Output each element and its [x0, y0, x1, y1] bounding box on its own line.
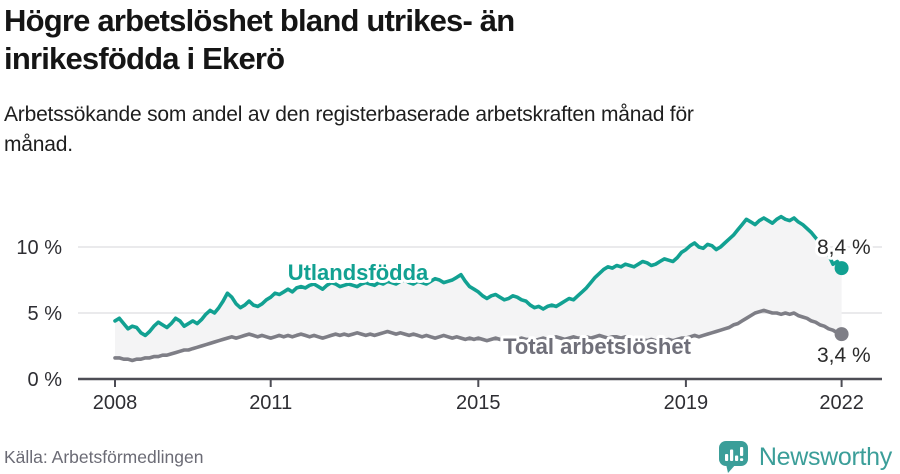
endpoint-dot-utlandsfodda	[834, 261, 849, 276]
x-tick-label-2008: 2008	[93, 392, 138, 414]
newsworthy-logo[interactable]: Newsworthy	[718, 440, 892, 474]
page-title: Högre arbetslöshet bland utrikes- än inr…	[4, 2, 864, 78]
x-tick-label-2019: 2019	[664, 392, 709, 414]
x-tick-label-2011: 2011	[249, 392, 292, 414]
header: Högre arbetslöshet bland utrikes- än inr…	[4, 2, 864, 78]
end-value-total: 3,4 %	[817, 344, 871, 367]
title-line-1: Högre arbetslöshet bland utrikes- än	[4, 3, 515, 38]
y-tick-label-5: 5 %	[28, 303, 63, 325]
title-line-2: inrikesfödda i Ekerö	[4, 41, 285, 76]
line-total-arbetsloshet	[113, 308, 844, 363]
line-utlandsfodda	[113, 214, 844, 338]
chart-subtitle: Arbetssökande som andel av den registerb…	[4, 100, 864, 160]
series-label-utlandsfodda: Utlandsfödda	[288, 260, 429, 285]
subtitle-line-1: Arbetssökande som andel av den registerb…	[4, 103, 694, 126]
y-tick-label-0: 0 %	[28, 369, 63, 391]
source-note: Källa: Arbetsförmedlingen	[4, 447, 204, 467]
subtitle-line-2: månad.	[4, 133, 73, 156]
endpoint-dot-total	[834, 327, 849, 342]
x-tick-label-2015: 2015	[456, 392, 501, 414]
y-tick-label-10: 10 %	[16, 237, 62, 259]
newsworthy-icon	[718, 441, 748, 473]
end-value-utlandsfodda: 8,4 %	[817, 236, 871, 259]
series-label-total: Total arbetslöshet	[503, 334, 692, 359]
newsworthy-wordmark: Newsworthy	[758, 442, 892, 471]
series-gap-band	[115, 216, 842, 361]
x-tick-label-2022: 2022	[819, 392, 864, 414]
x-axis-ticks	[114, 379, 843, 387]
